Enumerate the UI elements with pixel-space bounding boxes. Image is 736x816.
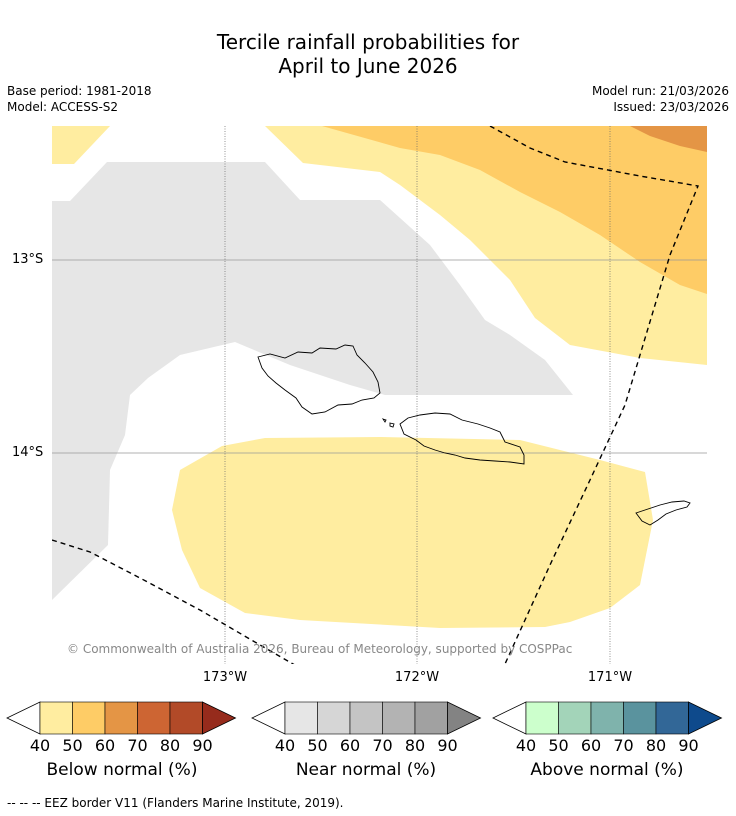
legend-tick-label: 90	[437, 736, 458, 755]
legend-swatch	[623, 701, 657, 735]
lon-label-171w: 171°W	[587, 670, 633, 685]
legend-tick-label: 90	[192, 736, 213, 755]
model-run: Model run: 21/03/2026	[591, 84, 729, 98]
legend-extend-low	[251, 701, 286, 735]
legend-tick-label: 40	[274, 736, 296, 755]
apolima-island	[389, 422, 395, 428]
legend-above-colorbar	[492, 701, 723, 735]
issued-date: Issued: 23/03/2026	[613, 100, 729, 114]
legend-near-colorbar	[251, 701, 482, 735]
coastlines	[257, 344, 691, 526]
base-period: Base period: 1981-2018	[7, 84, 152, 98]
meta-left: Base period: 1981-2018 Model: ACCESS-S2	[7, 83, 152, 115]
legend-swatch	[104, 701, 138, 735]
savaii-island	[257, 344, 381, 415]
legend-swatch	[414, 701, 448, 735]
eez-border	[52, 126, 699, 664]
manono-island	[381, 418, 387, 423]
legend-tick-label: 50	[307, 736, 328, 755]
legend-tick-label: 90	[678, 736, 699, 755]
legend-extend-low	[492, 701, 527, 735]
legend-tick-label: 70	[372, 736, 393, 755]
legend-tick-label: 40	[515, 736, 537, 755]
legend-tick-label: 80	[159, 736, 181, 755]
legend-swatch	[169, 701, 203, 735]
legend-extend-high	[447, 701, 482, 735]
legend-swatch	[39, 701, 73, 735]
legend-below-title: Below normal (%)	[46, 760, 198, 780]
legend-swatch	[72, 701, 106, 735]
below-normal-region-south	[172, 437, 653, 628]
legend-swatch	[525, 701, 559, 735]
legend-above-title: Above normal (%)	[530, 760, 684, 780]
legend-swatch	[655, 701, 689, 735]
lat-label-13s: 13°S	[12, 252, 44, 267]
below-normal-50-60-region	[322, 126, 707, 294]
map	[52, 126, 707, 664]
legend-swatch	[590, 701, 624, 735]
lat-label-14s: 14°S	[12, 445, 44, 460]
lon-label-172w: 172°W	[394, 670, 440, 685]
map-title-line1: Tercile rainfall probabilities for	[216, 30, 520, 54]
legend-swatch	[284, 701, 318, 735]
legend-swatch	[558, 701, 592, 735]
legend-tick-label: 40	[29, 736, 51, 755]
near-normal-region	[52, 162, 573, 600]
legend-colorbars	[6, 701, 723, 735]
legend-extend-low	[6, 701, 41, 735]
meta-right: Model run: 21/03/2026 Issued: 23/03/2026	[592, 83, 729, 115]
copyright-notice: © Commonwealth of Australia 2026, Bureau…	[67, 642, 573, 656]
legend-tick-label: 60	[580, 736, 602, 755]
eez-footnote: -- -- -- EEZ border V11 (Flanders Marine…	[7, 796, 344, 810]
legend-tick-label: 70	[613, 736, 634, 755]
legend-tick-label: 60	[94, 736, 116, 755]
lon-label-173w: 173°W	[202, 670, 248, 685]
map-title-line2: April to June 2026	[278, 54, 458, 78]
below-normal-60-70-region	[630, 126, 707, 152]
tutuila-island	[635, 500, 691, 526]
map-title: Tercile rainfall probabilities for April…	[0, 30, 736, 78]
legend-swatch	[382, 701, 416, 735]
legend-near-title: Near normal (%)	[295, 760, 437, 780]
legend-swatch	[317, 701, 351, 735]
legend-swatch	[137, 701, 171, 735]
legend-tick-label: 80	[404, 736, 426, 755]
legend-tick-label: 60	[339, 736, 361, 755]
legend-extend-high	[688, 701, 723, 735]
legend-extend-high	[202, 701, 237, 735]
legend-tick-label: 70	[127, 736, 148, 755]
legend-tick-label: 80	[645, 736, 667, 755]
legend-swatch	[349, 701, 383, 735]
below-normal-region-corner	[52, 126, 110, 164]
model-name: Model: ACCESS-S2	[7, 100, 119, 114]
gridlines	[52, 126, 707, 664]
upolu-island	[399, 412, 525, 465]
legend-tick-label: 50	[62, 736, 83, 755]
legend-below-colorbar	[6, 701, 237, 735]
legend-tick-label: 50	[548, 736, 569, 755]
